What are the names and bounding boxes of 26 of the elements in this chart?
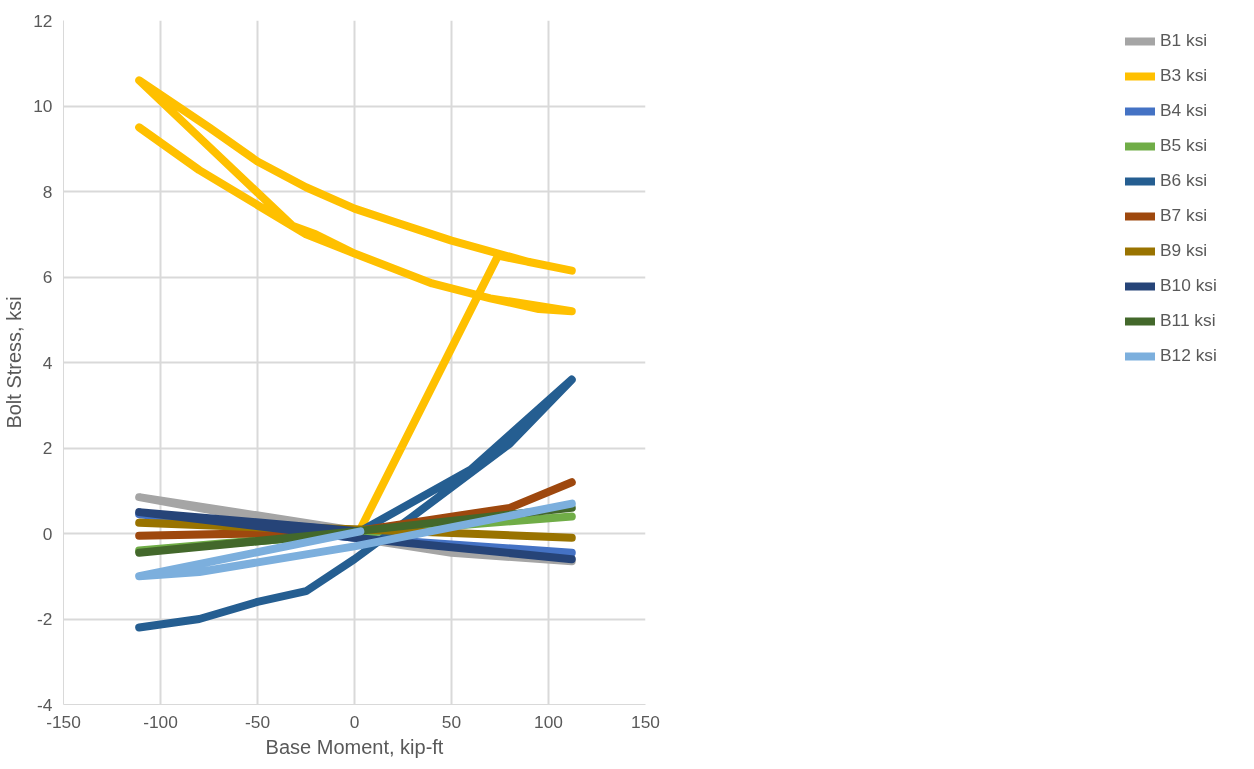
legend-label: B1 ksi — [1160, 30, 1209, 51]
y-tick-label: -2 — [37, 609, 53, 629]
y-axis-title: Bolt Stress, ksi — [3, 296, 26, 429]
y-tick-label: 10 — [33, 96, 53, 116]
legend-label: B9 ksi — [1160, 240, 1209, 261]
x-axis-title: Base Moment, kip-ft — [265, 735, 444, 758]
legend-label: B3 ksi — [1160, 65, 1209, 86]
legend-label: B7 ksi — [1160, 205, 1209, 226]
x-tick-label: 100 — [534, 711, 563, 732]
legend-label: B11 ksi — [1160, 310, 1217, 331]
y-tick-label: 0 — [42, 523, 53, 544]
legend-label: B5 ksi — [1160, 135, 1209, 156]
y-tick-label: 6 — [42, 267, 53, 287]
x-tick-label: -50 — [244, 711, 271, 732]
legend-label: B10 ksi — [1160, 275, 1218, 296]
legend-label: B6 ksi — [1160, 170, 1209, 191]
x-tick-label: 50 — [441, 711, 462, 732]
x-tick-label: -100 — [143, 711, 178, 732]
legend-label: B4 ksi — [1160, 100, 1209, 121]
x-tick-label: 0 — [349, 711, 360, 732]
y-tick-label: 2 — [42, 438, 53, 458]
x-tick-label: 150 — [631, 711, 660, 732]
y-tick-label: 4 — [42, 352, 53, 373]
y-tick-label: 12 — [33, 10, 53, 31]
y-tick-label: 8 — [42, 181, 53, 202]
legend-label: B12 ksi — [1160, 345, 1218, 366]
